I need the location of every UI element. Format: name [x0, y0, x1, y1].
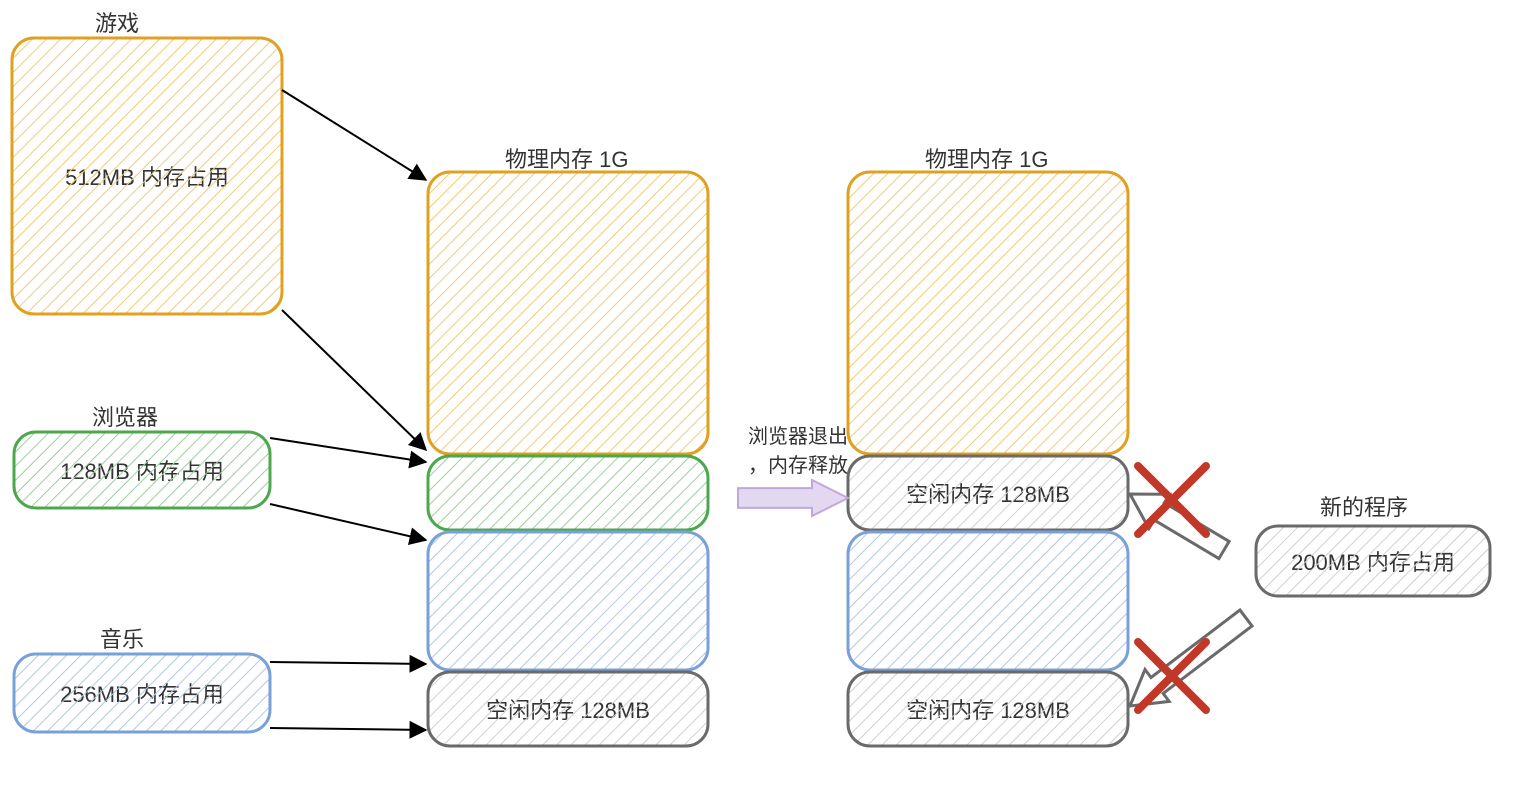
box-m2_free1-label: 空闲内存 128MB	[900, 475, 1076, 511]
box-m2_music	[848, 532, 1128, 670]
box-m2_free2: 空闲内存 128MB	[848, 672, 1128, 746]
box-m2_game	[848, 172, 1128, 454]
box-m1_browser	[428, 456, 708, 530]
box-m2_free2-label: 空闲内存 128MB	[900, 691, 1076, 727]
arrow-3	[270, 504, 426, 540]
box-browser-label: 128MB 内存占用	[54, 452, 230, 488]
arrow-5	[270, 728, 426, 730]
box-game: 512MB 内存占用	[12, 38, 282, 314]
label-game: 游戏	[95, 6, 139, 38]
box-music: 256MB 内存占用	[14, 654, 270, 732]
label-phys2: 物理内存 1G	[925, 142, 1048, 174]
label-transition: 浏览器退出 ，内存释放	[748, 420, 848, 478]
label-music: 音乐	[100, 622, 144, 654]
reject-x-icon-1	[1138, 642, 1206, 710]
label-newprog: 新的程序	[1320, 490, 1408, 522]
box-newprog_box-label: 200MB 内存占用	[1285, 543, 1461, 579]
arrow-2	[270, 438, 426, 462]
label-browser: 浏览器	[92, 400, 158, 432]
block-arrow-to_free1	[1120, 477, 1234, 567]
reject-x-icon-0	[1138, 466, 1206, 534]
box-m1_free: 空闲内存 128MB	[428, 672, 708, 746]
box-m2_free1: 空闲内存 128MB	[848, 456, 1128, 530]
box-game-label: 512MB 内存占用	[59, 158, 235, 194]
block-arrow-to_free2	[1118, 602, 1258, 722]
transition-block-arrow	[738, 480, 848, 516]
arrow-1	[282, 310, 426, 450]
arrow-4	[270, 662, 426, 664]
box-m1_free-label: 空闲内存 128MB	[480, 691, 656, 727]
box-browser: 128MB 内存占用	[14, 432, 270, 508]
box-m1_game	[428, 172, 708, 454]
box-newprog_box: 200MB 内存占用	[1256, 526, 1490, 596]
arrow-0	[282, 90, 426, 180]
label-phys1: 物理内存 1G	[505, 142, 628, 174]
box-music-label: 256MB 内存占用	[54, 675, 230, 711]
diagram-canvas: 512MB 内存占用 128MB 内存占用 256MB 内存占用 空闲内存 128MB…	[0, 0, 1518, 806]
box-m1_music	[428, 532, 708, 670]
